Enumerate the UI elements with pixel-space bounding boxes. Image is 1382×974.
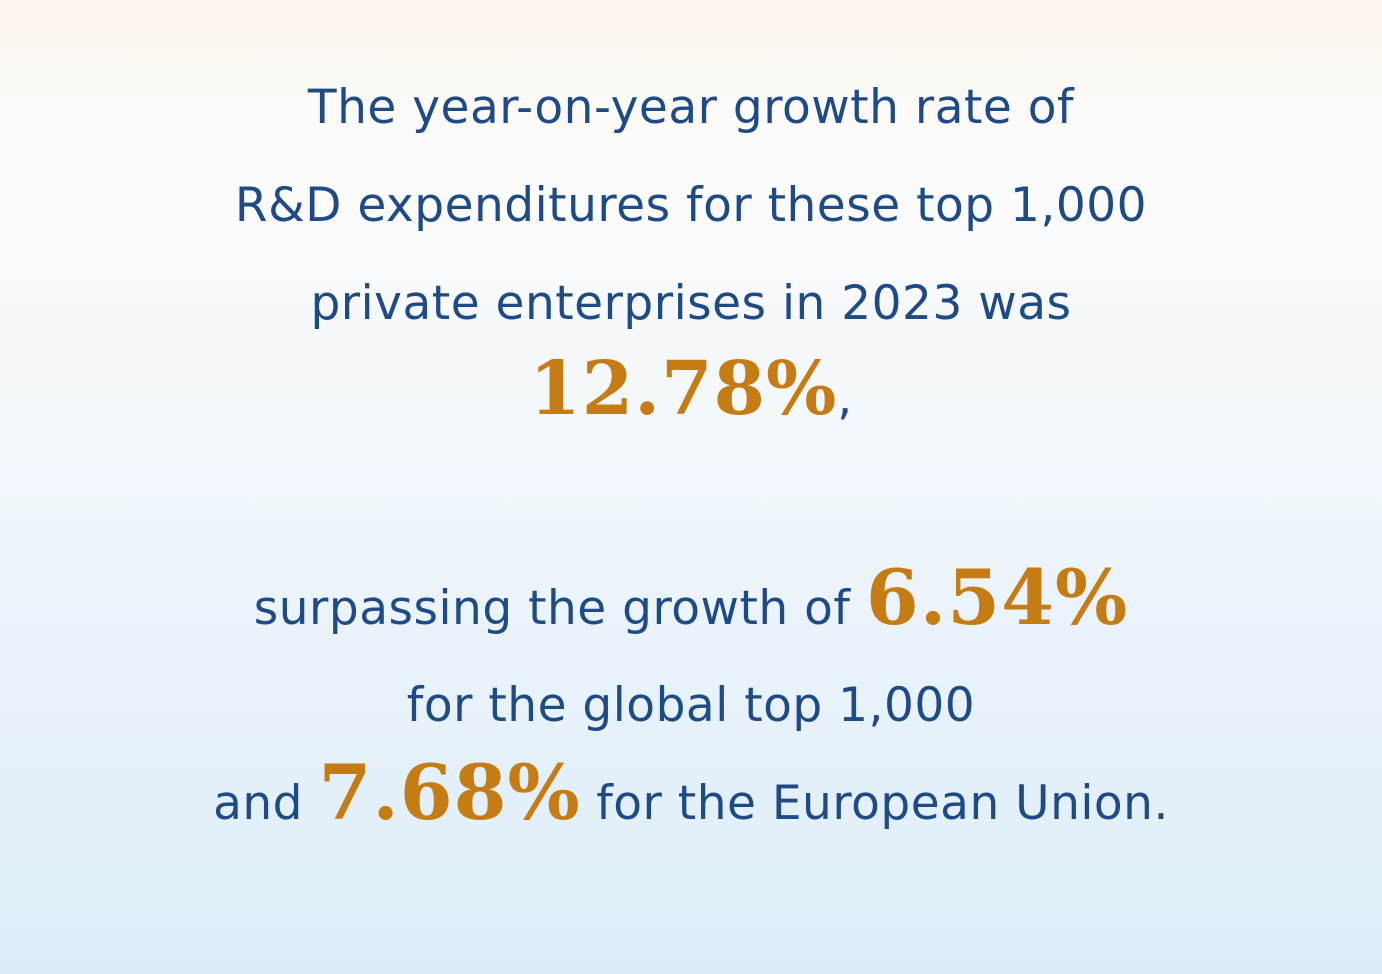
eu-text: for the European Union. bbox=[580, 776, 1169, 831]
text-line-4: 12.78%, bbox=[0, 352, 1382, 426]
and-text: and bbox=[213, 776, 319, 831]
text-line-1: The year-on-year growth rate of bbox=[307, 80, 1075, 135]
comma-text: , bbox=[837, 371, 853, 426]
highlight-value-eu: 7.68% bbox=[318, 748, 581, 837]
highlight-value-china: 12.78% bbox=[529, 346, 838, 432]
text-line-7: and 7.68% for the European Union. bbox=[0, 755, 1382, 831]
surpassing-text: surpassing the growth of bbox=[253, 581, 866, 636]
text-line-3: private enterprises in 2023 was bbox=[310, 276, 1072, 331]
text-line-6: for the global top 1,000 bbox=[406, 678, 976, 733]
highlight-value-global: 6.54% bbox=[865, 553, 1129, 642]
text-line-2: R&D expenditures for these top 1,000 bbox=[234, 178, 1148, 233]
text-line-5: surpassing the growth of 6.54% bbox=[0, 560, 1382, 636]
